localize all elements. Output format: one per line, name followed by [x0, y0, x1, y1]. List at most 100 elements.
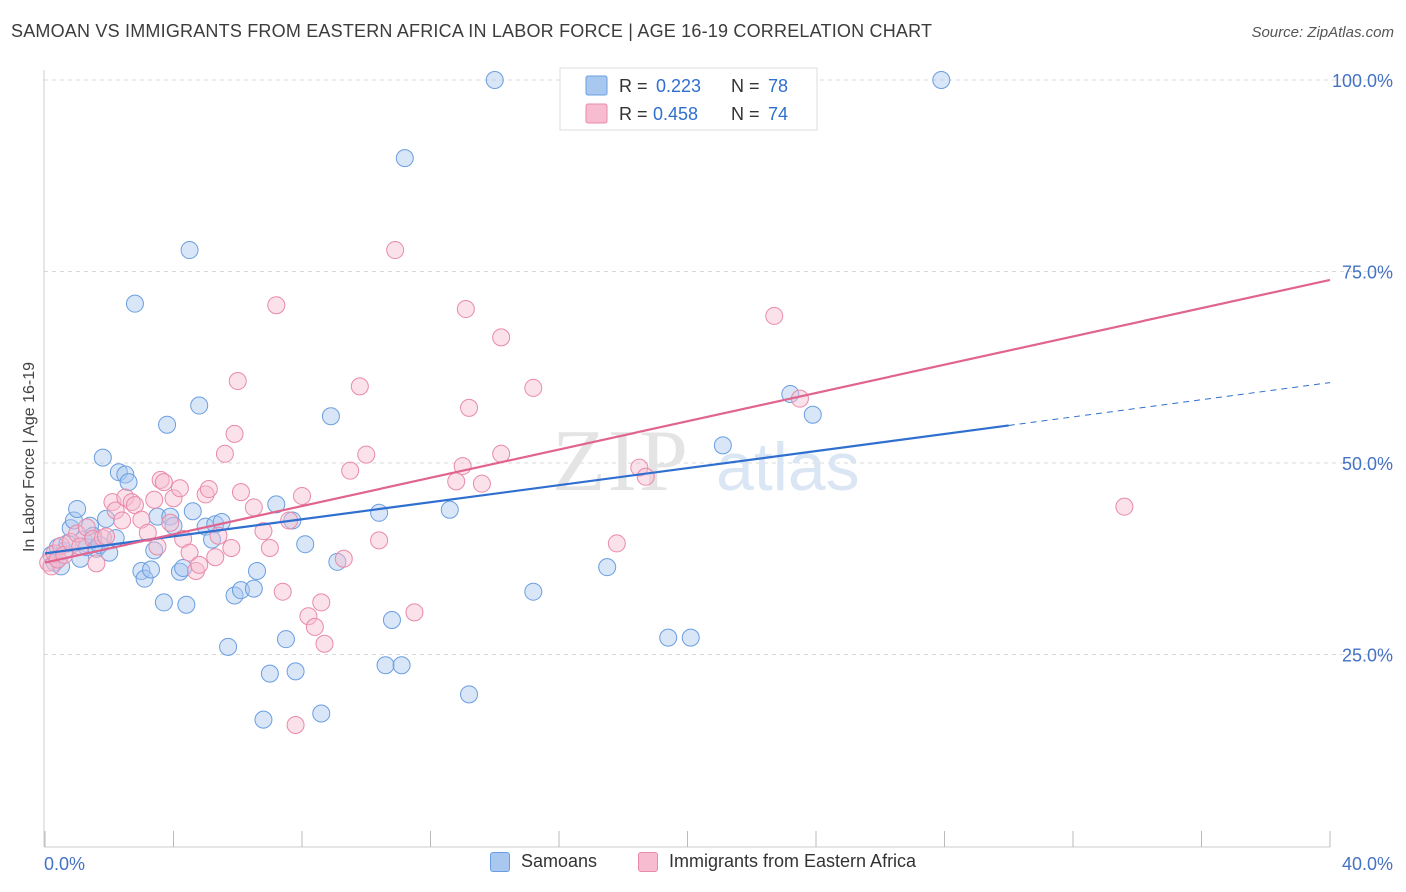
- eafrica-point: [492, 328, 511, 347]
- samoan-point: [93, 448, 112, 467]
- eafrica-point: [315, 634, 334, 653]
- samoan-point: [180, 241, 199, 260]
- eafrica-point: [206, 548, 225, 567]
- x-tick-label-max: 40.0%: [1342, 854, 1393, 874]
- eafrica-point: [164, 489, 183, 508]
- eafrica-point: [138, 523, 157, 542]
- samoan-point: [932, 71, 951, 89]
- samoan-point: [460, 685, 479, 704]
- eafrica-point: [293, 486, 311, 505]
- eafrica-point: [231, 483, 250, 502]
- samoan-point: [142, 560, 161, 579]
- eafrica-point: [460, 398, 479, 417]
- legend-swatch-samoan: [585, 75, 608, 96]
- eafrica-point: [161, 513, 180, 532]
- legend-item-samoan: Samoans: [490, 851, 597, 872]
- eafrica-point: [180, 543, 199, 562]
- samoan-point: [276, 630, 295, 649]
- samoan-point: [254, 710, 273, 729]
- samoan-point: [68, 499, 87, 518]
- eafrica-point: [334, 549, 353, 568]
- y-tick-label: 50.0%: [1342, 454, 1393, 474]
- samoan-point: [260, 664, 279, 683]
- eafrica-point: [151, 470, 170, 489]
- x-tick-label-min: 0.0%: [44, 854, 85, 874]
- tick-labels: 25.0% 50.0% 75.0% 100.0% 0.0% 40.0%: [44, 71, 1393, 874]
- eafrica-point: [116, 488, 135, 507]
- samoan-point: [244, 579, 263, 598]
- eafrica-point: [456, 300, 475, 319]
- y-axis-label: In Labor Force | Age 16-19: [21, 362, 38, 552]
- legend-n-label-eafrica: N =: [731, 104, 760, 124]
- watermark-zip: ZIP: [552, 413, 690, 510]
- eafrica-point: [106, 501, 125, 520]
- eafrica-point: [267, 296, 286, 315]
- samoan-point: [286, 662, 305, 681]
- samoan-point: [440, 500, 459, 519]
- eafrica-point: [765, 306, 784, 325]
- samoan-point: [158, 415, 177, 434]
- samoan-point: [524, 582, 543, 601]
- eafrica-point: [254, 522, 273, 541]
- legend-label-samoan: Samoans: [521, 851, 598, 871]
- source-label: Source: ZipAtlas.com: [1251, 24, 1394, 41]
- eafrica-point: [77, 518, 96, 537]
- samoan-point: [370, 503, 389, 522]
- eafrica-point: [305, 617, 324, 636]
- legend-r-label-eafrica: R =: [619, 104, 648, 124]
- eafrica-point: [492, 444, 511, 463]
- eafrica-point: [215, 444, 234, 463]
- legend-n-label-samoan: N =: [731, 76, 760, 96]
- legend-n-value-samoan: 78: [768, 76, 788, 96]
- y-tick-label: 100.0%: [1332, 71, 1393, 91]
- eafrica-point: [386, 241, 405, 260]
- samoan-point: [485, 71, 504, 89]
- eafrica-point: [630, 458, 649, 477]
- trend-lines: [44, 278, 1331, 564]
- y-tick-label: 75.0%: [1342, 263, 1393, 283]
- eafrica-point: [636, 467, 655, 486]
- eafrica-point: [148, 537, 167, 556]
- samoan-trend-extension: [1008, 382, 1331, 426]
- eafrica-point: [199, 480, 218, 499]
- legend-bottom: Samoans Immigrants from Eastern Africa: [0, 851, 1406, 881]
- samoan-point: [135, 569, 154, 588]
- samoan-point: [598, 558, 617, 577]
- legend-top: R = 0.223 N = 78 R = 0.458 N = 74: [559, 67, 818, 131]
- samoan-point: [119, 473, 138, 492]
- eafrica-point: [472, 474, 491, 493]
- eafrica-point: [228, 372, 247, 391]
- eafrica-point: [607, 534, 626, 553]
- eafrica-point: [350, 377, 369, 396]
- eafrica-point: [524, 378, 543, 397]
- samoan-point: [392, 656, 411, 675]
- samoan-point: [803, 405, 822, 424]
- eafrica-point: [299, 607, 318, 626]
- y-tick-label: 25.0%: [1342, 646, 1393, 666]
- samoan-point: [321, 407, 340, 426]
- legend-r-value-samoan: 0.223: [656, 76, 701, 96]
- samoan-point: [125, 294, 144, 313]
- eafrica-trend-line: [44, 278, 1331, 564]
- eafrica-point: [1115, 497, 1134, 516]
- legend-item-eafrica: Immigrants from Eastern Africa: [638, 851, 916, 872]
- eafrica-point: [357, 445, 376, 464]
- eafrica-point: [145, 490, 164, 509]
- eafrica-point: [132, 510, 151, 529]
- samoan-point: [659, 628, 678, 647]
- eafrica-point: [273, 582, 292, 601]
- eafrica-point: [170, 479, 189, 498]
- eafrica-point: [222, 539, 241, 558]
- legend-swatch-samoan-bottom: [490, 851, 510, 872]
- watermark: ZIP atlas: [552, 413, 860, 510]
- samoan-point: [177, 595, 196, 614]
- eafrica-point: [190, 555, 209, 574]
- samoan-point: [183, 502, 202, 521]
- samoan-points: [42, 71, 951, 729]
- eafrica-point: [286, 715, 305, 734]
- watermark-atlas: atlas: [716, 429, 860, 505]
- samoan-trend-line: [44, 424, 1009, 555]
- samoan-point: [382, 611, 401, 630]
- samoan-point: [231, 581, 250, 600]
